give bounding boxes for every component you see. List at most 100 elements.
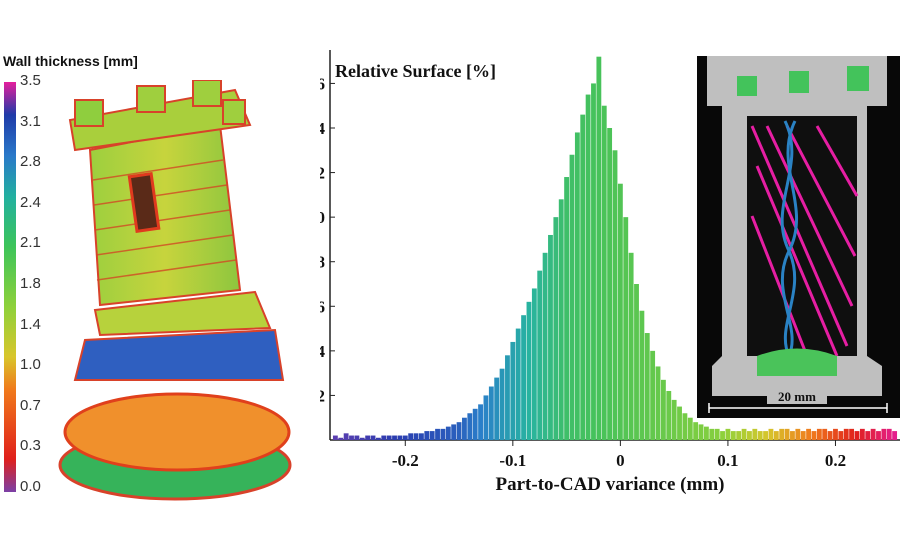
y-tick-label: 0.4	[320, 342, 326, 361]
y-tick-label: 1.0	[320, 208, 325, 227]
histogram-bar	[440, 428, 446, 440]
histogram-bar	[521, 315, 527, 440]
histogram-bar	[790, 431, 795, 440]
histogram-bar	[467, 413, 473, 440]
histogram-bar	[698, 424, 704, 440]
histogram-bar	[859, 428, 865, 440]
histogram-bar	[580, 114, 586, 440]
histogram-bar	[806, 428, 812, 440]
cross-section-inset: 20 mm	[697, 56, 900, 418]
histogram-bar	[768, 428, 774, 440]
histogram-bar	[445, 426, 451, 440]
y-tick-label: 0.6	[320, 297, 325, 316]
histogram-bar	[833, 428, 838, 440]
histogram-bar	[354, 435, 360, 440]
histogram-bar	[370, 435, 376, 440]
histogram-bars	[332, 56, 898, 441]
histogram-bar	[607, 128, 613, 440]
histogram-bar	[435, 428, 440, 440]
histogram-bar	[375, 437, 381, 440]
histogram-bar	[811, 431, 817, 440]
y-tick-labels: 0.2 0.4 0.6 0.8 1.0 1.2 1.4 1.6	[320, 74, 335, 405]
histogram-bar	[408, 433, 414, 440]
histogram-bar	[494, 377, 500, 440]
histogram-bar	[822, 428, 828, 440]
histogram-bar	[634, 284, 639, 440]
x-axis-label: Part-to-CAD variance (mm)	[496, 474, 725, 495]
colorbar-tick-label: 3.1	[20, 112, 41, 130]
histogram-bar	[601, 105, 607, 440]
histogram-bar	[644, 333, 650, 440]
histogram-bar	[666, 390, 672, 440]
x-tick-label: 0.1	[717, 451, 738, 470]
histogram-bar	[526, 301, 532, 440]
colorbar-tick-label: 0.3	[20, 437, 41, 455]
histogram-bar	[558, 199, 564, 440]
histogram-bar	[693, 422, 699, 440]
histogram-bar	[483, 395, 489, 440]
scale-bar-label: 20 mm	[778, 389, 816, 404]
rook-scan-image	[58, 80, 292, 501]
histogram-bar	[827, 431, 833, 440]
colorbar-tick-label: 2.8	[20, 153, 41, 171]
histogram-bar	[628, 252, 634, 440]
histogram-bar	[553, 217, 559, 440]
histogram-bar	[418, 433, 424, 440]
histogram-bar	[655, 366, 661, 440]
histogram-bar	[515, 328, 521, 440]
histogram-bar	[682, 413, 688, 440]
colorbar-tick-label: 0.0	[20, 478, 41, 495]
x-tick-label: 0.2	[825, 451, 846, 470]
histogram-bar	[488, 386, 494, 440]
x-tick-label: -0.2	[392, 451, 419, 470]
histogram-bar	[687, 417, 693, 440]
histogram-bar	[886, 428, 892, 440]
histogram-bar	[392, 435, 397, 440]
histogram-bar	[413, 433, 419, 440]
histogram-bar	[671, 399, 677, 440]
histogram-bar	[537, 270, 543, 440]
histogram-bar	[795, 428, 801, 440]
histogram-bar	[548, 234, 553, 440]
x-tick-label: -0.1	[499, 451, 526, 470]
histogram-bar	[472, 408, 478, 440]
y-tick-label: 1.6	[320, 74, 325, 93]
histogram-bar	[747, 431, 752, 440]
histogram-bar	[338, 437, 344, 440]
histogram-bar	[623, 217, 629, 440]
histogram-bar	[779, 428, 785, 440]
histogram-bar	[838, 431, 844, 440]
histogram-bar	[800, 431, 806, 440]
histogram-bar	[849, 428, 855, 440]
histogram-bar	[359, 437, 365, 440]
y-tick-label: 0.2	[320, 386, 325, 405]
histogram-bar	[332, 435, 338, 440]
histogram-bar	[741, 428, 747, 440]
colorbar-tick-label: 1.0	[20, 356, 41, 374]
histogram-bar	[703, 426, 709, 440]
histogram-bar	[505, 355, 510, 440]
histogram-bar	[343, 433, 349, 440]
histogram-bar	[617, 183, 623, 440]
histogram-bar	[456, 422, 462, 440]
histogram-bar	[397, 435, 403, 440]
histogram-bar	[478, 404, 483, 440]
histogram-bar	[574, 132, 580, 440]
histogram-bar	[865, 431, 871, 440]
histogram-bar	[591, 83, 596, 440]
histogram-bar	[650, 350, 656, 440]
histogram-bar	[569, 154, 575, 440]
y-tick-label: 1.2	[320, 164, 325, 183]
histogram-bar	[462, 417, 467, 440]
histogram-bar	[714, 428, 720, 440]
y-axis-label: Relative Surface [%]	[335, 61, 496, 81]
histogram-bar	[854, 431, 860, 440]
histogram-bar	[365, 435, 371, 440]
colorbar-tick-label: 1.8	[20, 275, 41, 292]
histogram-bar	[386, 435, 392, 440]
histogram-bar	[763, 431, 768, 440]
histogram-bar	[720, 431, 725, 440]
histogram-bar	[677, 406, 682, 440]
histogram-bar	[881, 428, 887, 440]
wall-thickness-colorbar	[4, 82, 16, 492]
